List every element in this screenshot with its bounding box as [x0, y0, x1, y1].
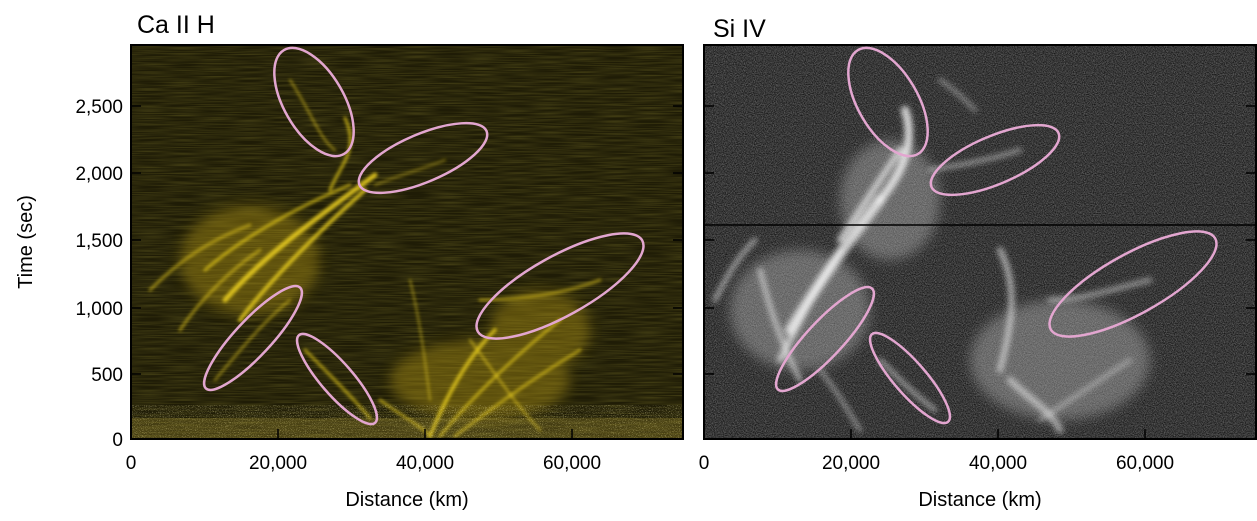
ca-x-axis-ticks: [130, 429, 573, 439]
y-tick-label: 2,000: [75, 164, 123, 185]
highlight-ellipse: [1048, 230, 1218, 338]
highlight-ellipse: [847, 46, 929, 158]
ca-speckle-band: [131, 405, 683, 439]
si-x-tick-labels: 0 20,000 40,000 60,000: [699, 453, 1174, 474]
y-tick-label: 0: [112, 430, 123, 451]
y-axis-label: Time (sec): [15, 195, 37, 289]
y-tick-label: 1,500: [75, 231, 123, 252]
highlight-ellipse: [273, 46, 355, 158]
y-axis-ticks: [131, 105, 683, 440]
x-tick-label: 20,000: [822, 453, 880, 474]
highlight-ellipse: [774, 285, 876, 393]
y-tick-label: 500: [91, 365, 123, 386]
x-tick-label: 20,000: [249, 453, 307, 474]
highlight-ellipse: [475, 232, 645, 340]
x-axis-label-ca: Distance (km): [345, 489, 468, 511]
si-x-axis-ticks: [703, 429, 1146, 439]
panel-title-ca: Ca II H: [137, 11, 215, 39]
x-tick-label: 40,000: [396, 453, 454, 474]
ca-image: [131, 45, 683, 439]
ca-highlight-ellipses: [202, 46, 645, 426]
y-tick-label: 2,500: [75, 97, 123, 118]
x-tick-label: 0: [699, 453, 710, 474]
ca-frame: [130, 44, 684, 440]
highlight-ellipse: [295, 332, 379, 426]
si-frame: [703, 44, 1257, 440]
x-tick-label: 40,000: [969, 453, 1027, 474]
si-highlight-ellipses: [774, 46, 1218, 425]
si-image: [704, 45, 1256, 439]
panel-si-iv: Si IV: [699, 15, 1257, 511]
panel-title-si: Si IV: [713, 15, 766, 43]
highlight-ellipse: [357, 121, 489, 195]
y-tick-labels: 0 500 1,000 1,500 2,000 2,500: [75, 97, 123, 451]
y-tick-label: 1,000: [75, 299, 123, 320]
highlight-ellipse: [868, 331, 952, 425]
ca-x-tick-labels: 0 20,000 40,000 60,000: [126, 453, 601, 474]
x-tick-label: 60,000: [1116, 453, 1174, 474]
panel-ca-ii-h: Ca II H: [15, 11, 684, 511]
x-axis-label-si: Distance (km): [918, 489, 1041, 511]
si-y-axis-ticks: [704, 105, 1256, 440]
highlight-ellipse: [202, 284, 304, 392]
x-tick-label: 60,000: [543, 453, 601, 474]
highlight-ellipse: [929, 123, 1061, 197]
x-tick-label: 0: [126, 453, 137, 474]
